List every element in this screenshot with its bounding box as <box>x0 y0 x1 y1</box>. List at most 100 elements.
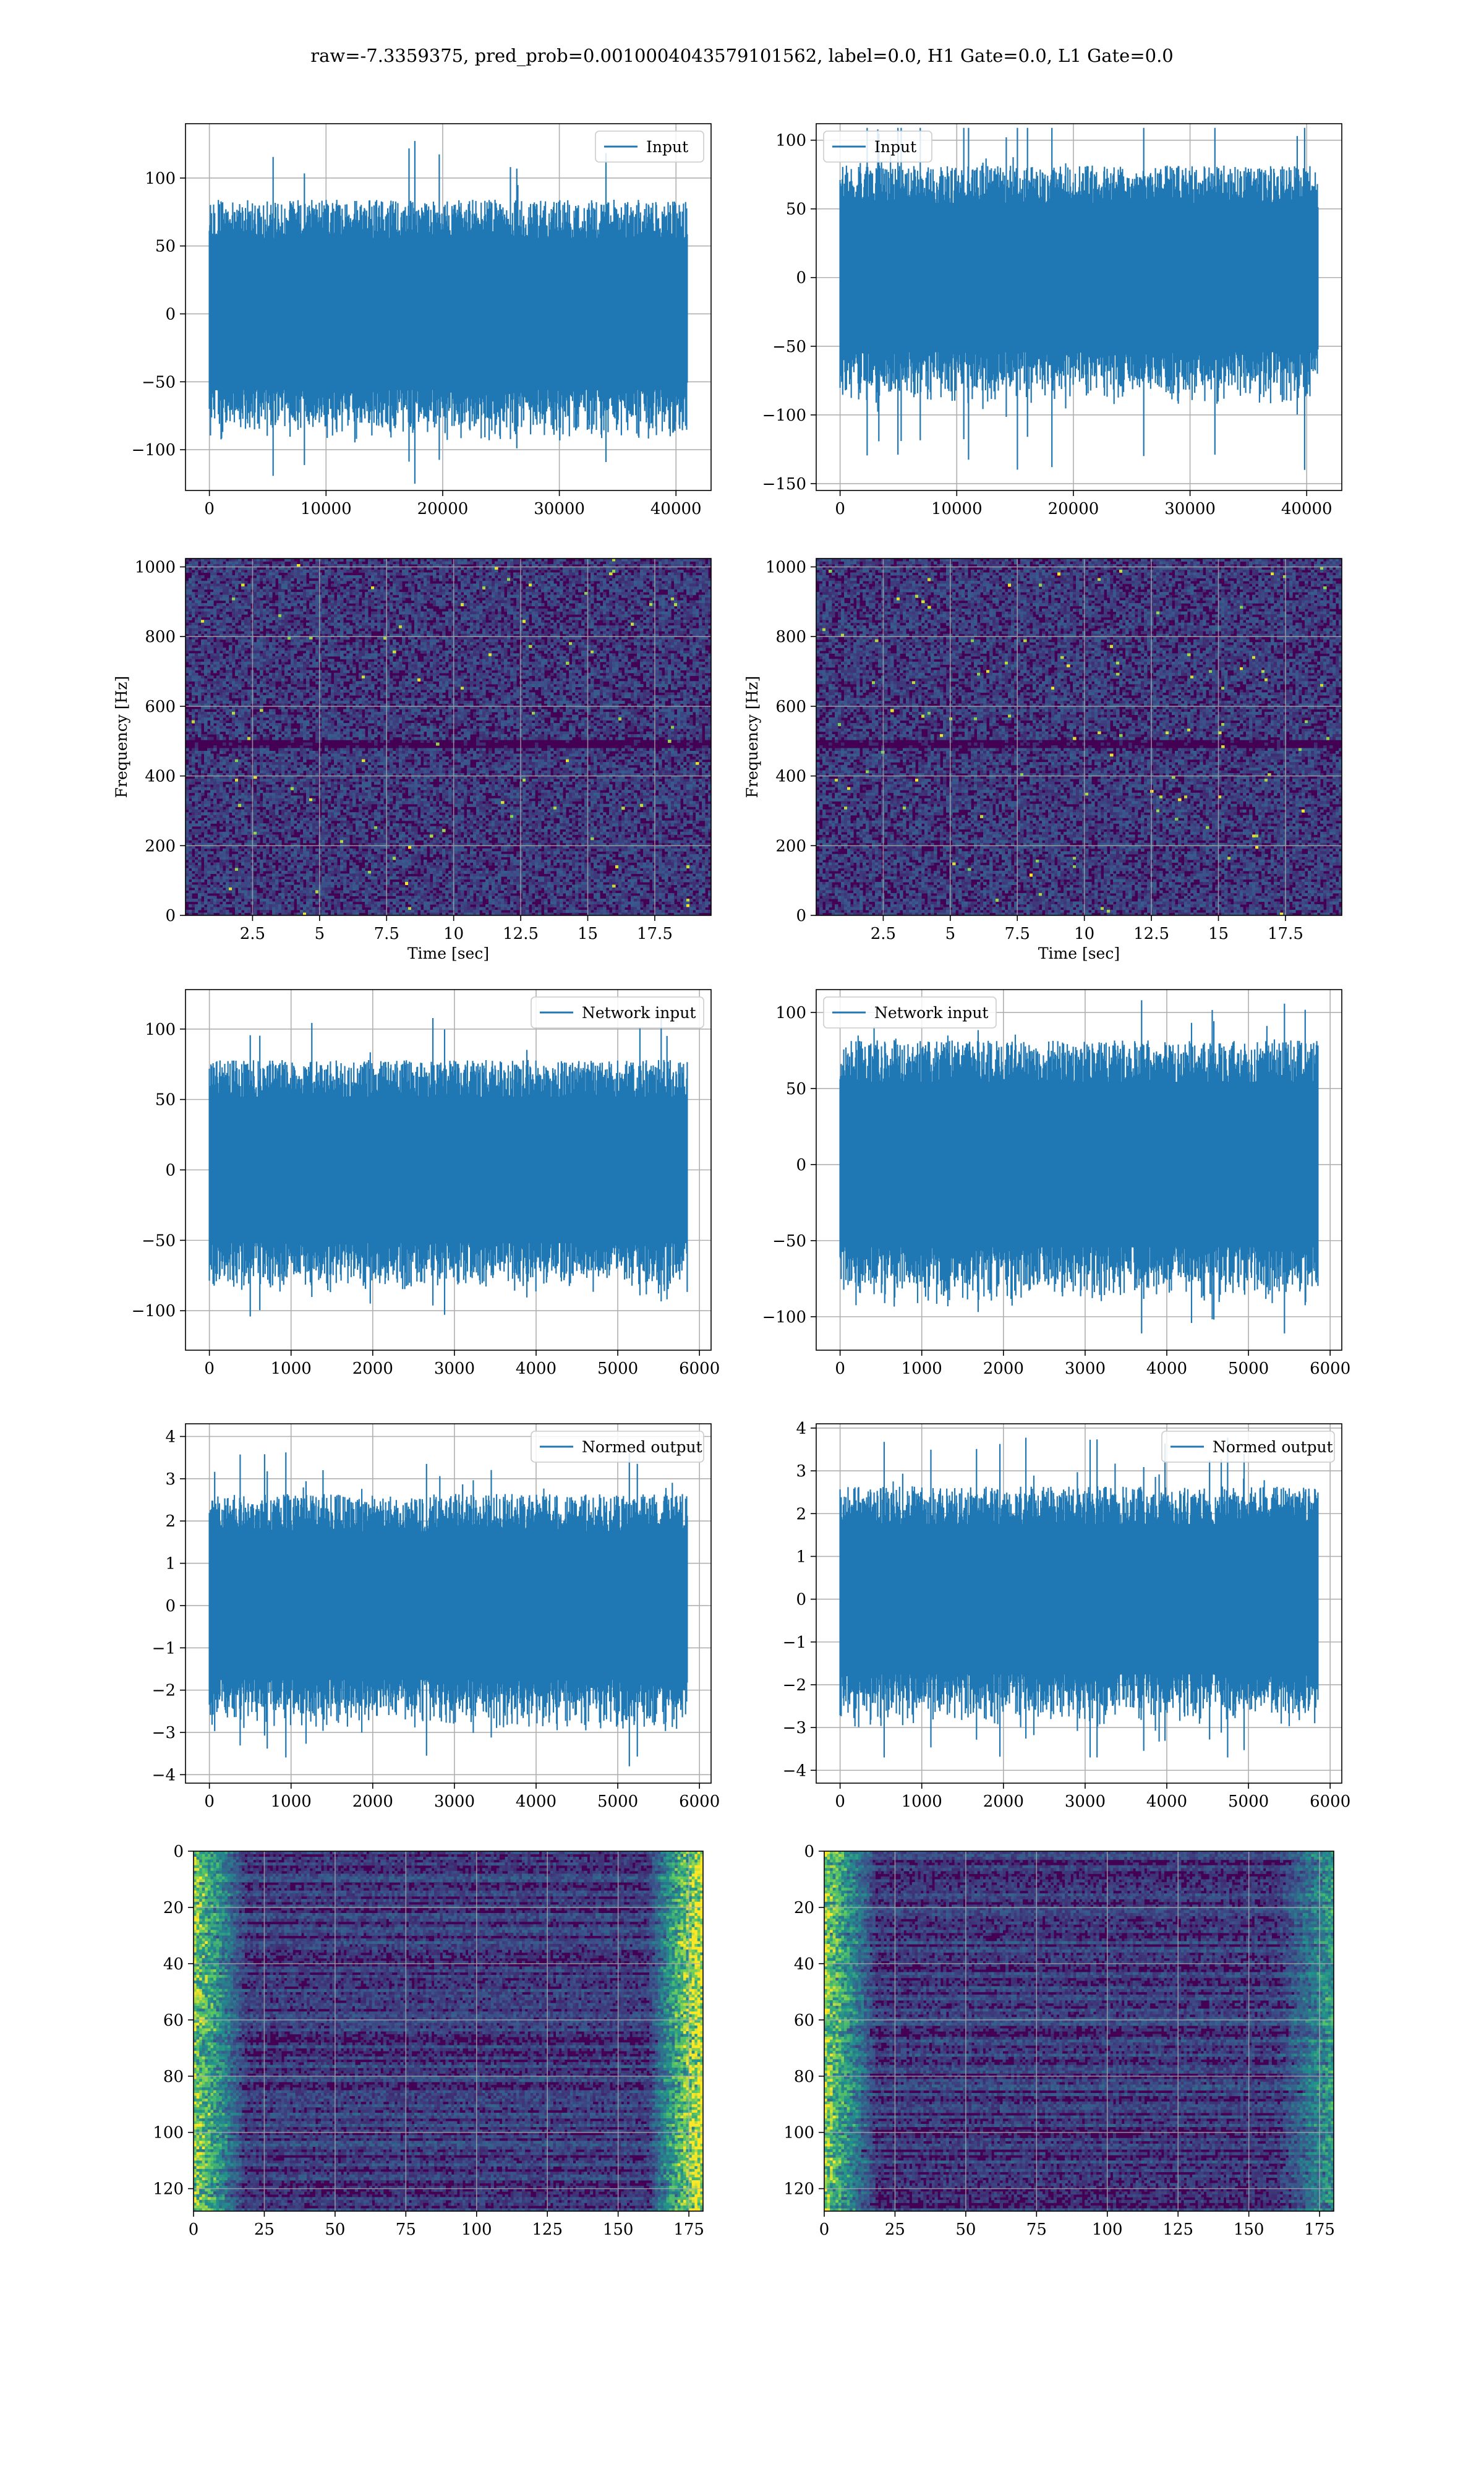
x-tick-label: 1000 <box>271 1359 312 1378</box>
y-tick-label: −3 <box>783 1719 806 1737</box>
legend-label: Normed output <box>1213 1438 1333 1456</box>
series-core-r3c1 <box>210 1097 688 1243</box>
plot-area-r4c2 <box>816 1424 1342 1783</box>
panel-r2c2: 2.5 5 7.5 10 12.5 15 17.502004006008001000Time… <box>743 559 1342 962</box>
x-tick-label: 2000 <box>983 1359 1024 1378</box>
x-tick-label: 2000 <box>352 1792 393 1811</box>
y-tick-label: −50 <box>772 1232 806 1251</box>
y-tick-label: −100 <box>762 406 806 425</box>
y-tick-label: 1 <box>165 1555 176 1573</box>
x-tick-label: 0 <box>204 500 215 518</box>
x-tick-label: 10000 <box>931 500 983 518</box>
figure-suptitle: raw=-7.3359375, pred_prob=0.001000404357… <box>310 45 1174 67</box>
x-tick-label: 4000 <box>1146 1359 1187 1378</box>
heatmap-cells <box>186 559 712 916</box>
y-tick-label: −100 <box>132 1302 176 1320</box>
x-tick-label: 40000 <box>1281 500 1333 518</box>
legend-r1c2: Input <box>824 131 932 162</box>
panel-r4c2: 0 1000 2000 3000 4000 5000 6000−4−3−2−101234No… <box>783 1419 1351 1811</box>
series-core-r4c1 <box>210 1531 688 1680</box>
plot-area-r5c2 <box>824 1851 1334 2212</box>
plot-area-r3c2 <box>816 990 1342 1350</box>
y-tick-label: −4 <box>152 1766 176 1784</box>
y-tick-label: 100 <box>775 132 806 150</box>
y-tick-label: 50 <box>786 200 806 219</box>
x-tick-label: 4000 <box>516 1359 556 1378</box>
x-tick-label: 7.5 <box>374 925 399 943</box>
legend-r4c2: Normed output <box>1162 1431 1334 1462</box>
x-tick-label: 75 <box>396 2220 416 2239</box>
legend-label: Network input <box>582 1004 696 1022</box>
y-tick-label: 600 <box>775 698 806 716</box>
x-tick-label: 40000 <box>650 500 702 518</box>
panel-r4c1: 0 1000 2000 3000 4000 5000 6000−4−3−2−101234No… <box>152 1424 720 1811</box>
y-tick-label: −50 <box>772 338 806 356</box>
series-core-r1c2 <box>840 203 1318 353</box>
legend-label: Normed output <box>582 1438 702 1456</box>
legend-r4c1: Normed output <box>531 1431 704 1462</box>
y-tick-label: 2 <box>796 1505 806 1523</box>
y-tick-label: 0 <box>165 1597 176 1616</box>
y-tick-label: 400 <box>775 768 806 786</box>
y-tick-label: 3 <box>165 1470 176 1489</box>
x-tick-label: 17.5 <box>1268 925 1303 943</box>
x-tick-label: 25 <box>254 2220 275 2239</box>
x-tick-label: 2000 <box>983 1792 1024 1811</box>
y-tick-label: −50 <box>142 1231 176 1250</box>
y-tick-label: 100 <box>145 1021 176 1039</box>
x-tick-label: 0 <box>204 1359 215 1378</box>
x-tick-label: 175 <box>1304 2220 1335 2239</box>
y-tick-label: 200 <box>145 837 176 855</box>
plot-area-r4c1 <box>186 1424 711 1783</box>
x-tick-label: 17.5 <box>637 925 673 943</box>
x-tick-label: 12.5 <box>503 925 539 943</box>
x-tick-label: 175 <box>673 2220 704 2239</box>
x-tick-label: 10 <box>1074 925 1094 943</box>
plot-area-r3c1 <box>186 990 711 1350</box>
y-tick-label: 1 <box>796 1547 806 1566</box>
y-tick-label: 2 <box>165 1512 176 1531</box>
y-tick-label: 40 <box>163 1955 184 1974</box>
y-tick-label: 50 <box>786 1080 806 1098</box>
x-tick-label: 15 <box>578 925 598 943</box>
x-tick-label: 5000 <box>597 1359 638 1378</box>
x-tick-label: 5 <box>315 925 325 943</box>
x-tick-label: 6000 <box>1310 1359 1350 1378</box>
series-core-r1c1 <box>210 238 688 390</box>
x-tick-label: 20000 <box>417 500 469 518</box>
x-tick-label: 6000 <box>1310 1792 1350 1811</box>
y-tick-label: 0 <box>173 1843 184 1861</box>
y-tick-label: 0 <box>804 1843 814 1861</box>
x-tick-label: 0 <box>835 500 845 518</box>
x-tick-label: 0 <box>835 1359 845 1378</box>
series-core-r3c2 <box>840 1082 1318 1248</box>
y-tick-label: 120 <box>153 2180 184 2199</box>
x-tick-label: 100 <box>461 2220 492 2239</box>
y-tick-label: 0 <box>165 305 176 323</box>
y-tick-label: −50 <box>142 373 176 392</box>
plot-area-r1c2 <box>816 124 1342 490</box>
y-tick-label: 100 <box>145 169 176 188</box>
y-tick-label: 3 <box>796 1462 806 1481</box>
x-tick-label: 5000 <box>1228 1359 1269 1378</box>
legend-label: Input <box>646 138 688 156</box>
legend-r1c1: Input <box>595 131 704 162</box>
x-tick-label: 7.5 <box>1005 925 1030 943</box>
x-tick-label: 75 <box>1026 2220 1047 2239</box>
y-tick-label: 4 <box>165 1428 176 1447</box>
y-tick-label: 50 <box>155 1091 176 1110</box>
plot-area-r2c2 <box>816 559 1342 916</box>
x-tick-label: 20000 <box>1048 500 1099 518</box>
x-tick-label: 5 <box>945 925 956 943</box>
x-tick-label: 0 <box>819 2220 830 2239</box>
y-tick-label: 800 <box>145 628 176 646</box>
x-tick-label: 2.5 <box>240 925 265 943</box>
x-tick-label: 50 <box>955 2220 976 2239</box>
x-tick-label: 3000 <box>1065 1792 1106 1811</box>
x-tick-label: 10000 <box>301 500 352 518</box>
y-tick-label: 400 <box>145 768 176 786</box>
